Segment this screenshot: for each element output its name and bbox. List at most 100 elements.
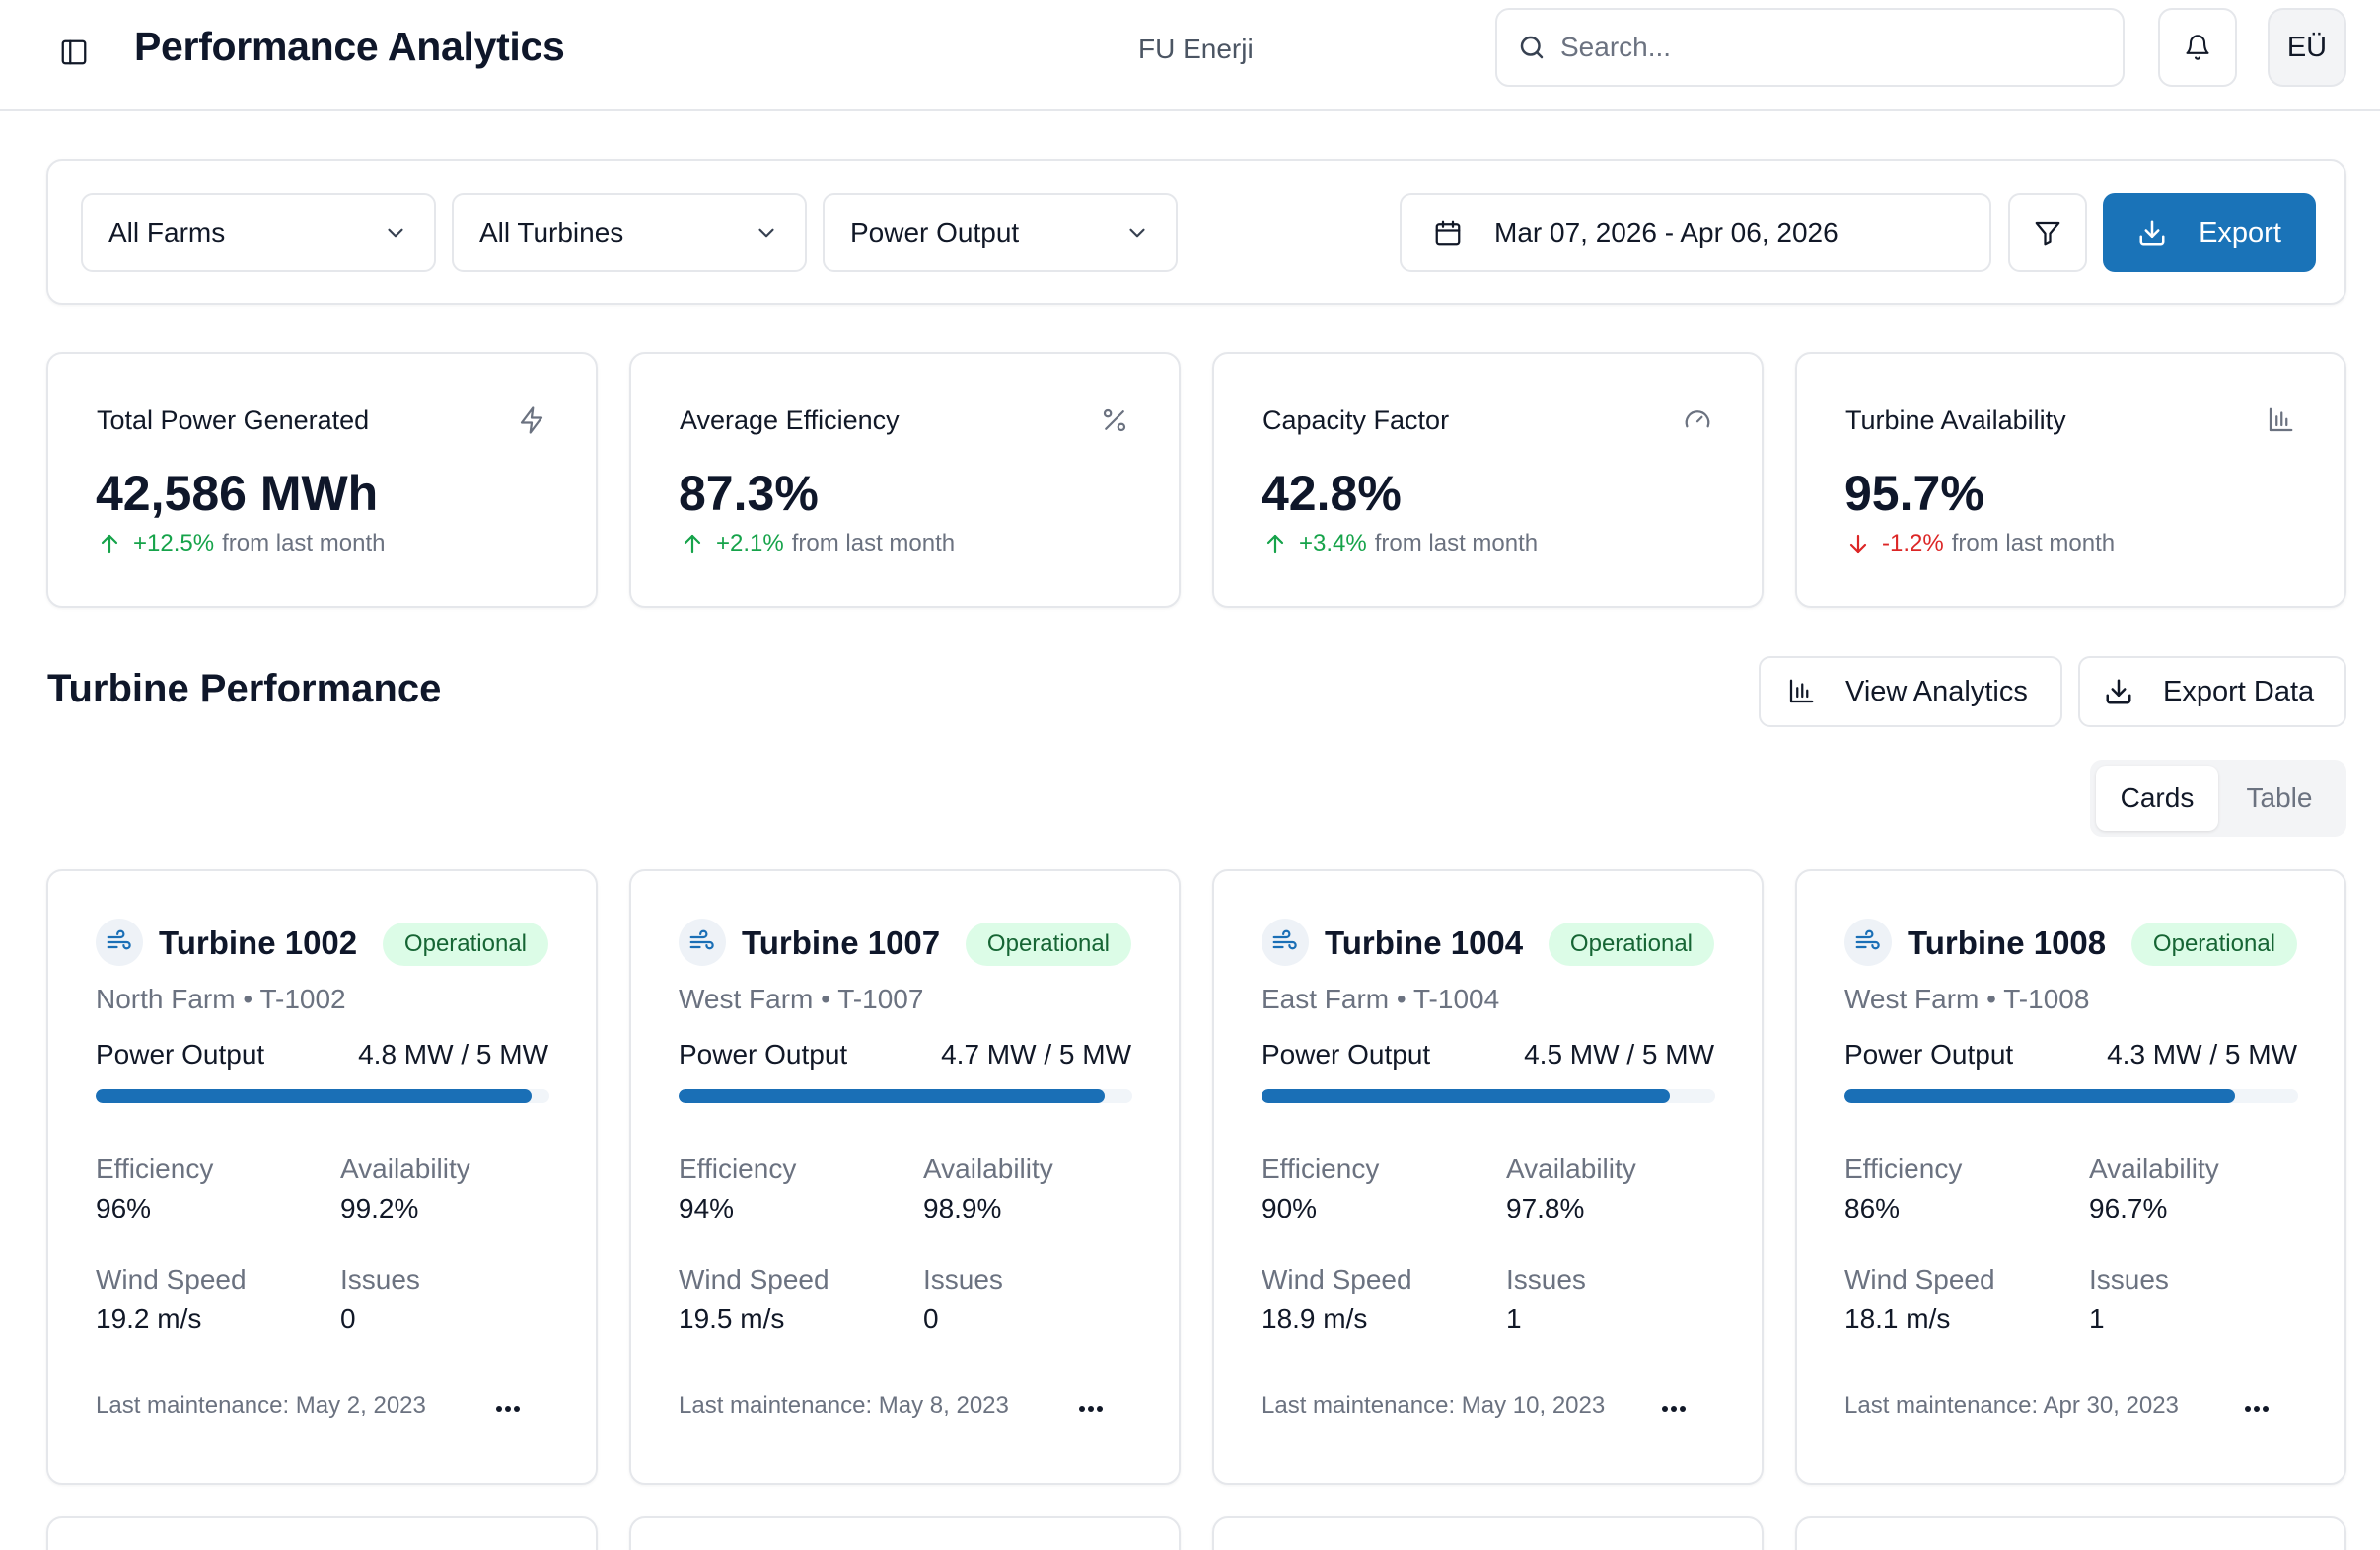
power-output-bar-fill [1844, 1089, 2235, 1103]
filter-button[interactable] [2008, 193, 2087, 272]
kpi-value: 87.3% [679, 466, 819, 521]
turbine-select[interactable]: All Turbines [452, 193, 807, 272]
sidebar-toggle-button[interactable] [51, 30, 97, 75]
more-options-button[interactable] [490, 1394, 526, 1424]
wind-speed-label: Wind Speed [1844, 1264, 1995, 1294]
farm-name: East Farm [1262, 984, 1390, 1014]
availability-label: Availability [2089, 1153, 2219, 1184]
farm-name: West Farm [1844, 984, 1980, 1014]
tab-cards[interactable]: Cards [2096, 766, 2218, 831]
availability-label: Availability [340, 1153, 470, 1184]
user-avatar[interactable]: EÜ [2268, 8, 2346, 87]
turbine-card[interactable] [1795, 1516, 2346, 1550]
efficiency-value: 94% [679, 1193, 735, 1223]
kpi-change-suffix: from last month [1374, 530, 1539, 556]
last-maintenance: Last maintenance: May 10, 2023 [1262, 1392, 1606, 1419]
metric-select[interactable]: Power Output [823, 193, 1178, 272]
turbine-id: T-1002 [259, 984, 346, 1014]
export-button-label: Export [2199, 216, 2281, 249]
issues-label: Issues [923, 1264, 1003, 1294]
farm-name: North Farm [96, 984, 236, 1014]
more-options-button[interactable] [1073, 1394, 1109, 1424]
search-box[interactable] [1495, 8, 2125, 87]
power-output-bar [1262, 1089, 1715, 1103]
kpi-card-availability: Turbine Availability 95.7% -1.2% from la… [1795, 352, 2346, 608]
turbine-id: T-1004 [1413, 984, 1500, 1014]
issues-label: Issues [1506, 1264, 1586, 1294]
farm-name: West Farm [679, 984, 814, 1014]
organization-name: FU Enerji [1138, 34, 1254, 64]
status-badge: Operational [382, 923, 548, 966]
bar-chart-icon [2264, 404, 2297, 437]
more-horizontal-icon [2245, 1406, 2269, 1412]
search-icon [1520, 36, 1544, 59]
bell-icon [2186, 35, 2209, 60]
turbine-card[interactable] [46, 1516, 598, 1550]
availability-value: 98.9% [923, 1193, 1002, 1223]
tab-table[interactable]: Table [2246, 782, 2313, 813]
turbine-id: T-1008 [2003, 984, 2090, 1014]
turbine-card[interactable]: Turbine 1007 Operational West Farm • T-1… [629, 869, 1181, 1485]
search-input[interactable] [1560, 32, 2093, 63]
wind-speed-value: 19.5 m/s [679, 1303, 785, 1334]
more-horizontal-icon [1079, 1406, 1103, 1412]
efficiency-label: Efficiency [1844, 1153, 1963, 1184]
more-options-button[interactable] [1656, 1394, 1692, 1424]
kpi-title: Total Power Generated [97, 406, 370, 435]
power-output-bar [679, 1089, 1132, 1103]
section-title: Turbine Performance [47, 667, 442, 710]
arrow-down-icon [1846, 532, 1870, 555]
availability-value: 99.2% [340, 1193, 419, 1223]
kpi-title: Capacity Factor [1262, 406, 1450, 435]
top-header: Performance Analytics FU Enerji EÜ [0, 0, 2380, 111]
farm-select-value: All Farms [108, 217, 226, 248]
kpi-change-suffix: from last month [791, 530, 956, 556]
kpi-change: +3.4% [1299, 530, 1367, 556]
wind-speed-value: 18.9 m/s [1262, 1303, 1368, 1334]
more-options-button[interactable] [2239, 1394, 2274, 1424]
view-analytics-button[interactable]: View Analytics [1759, 656, 2062, 727]
turbine-name: Turbine 1004 [1325, 924, 1524, 961]
turbine-card[interactable] [629, 1516, 1181, 1550]
kpi-delta: +2.1% from last month [681, 530, 955, 557]
more-horizontal-icon [496, 1406, 520, 1412]
filter-icon [2035, 221, 2060, 246]
issues-value: 1 [2089, 1303, 2105, 1334]
export-data-label: Export Data [2163, 675, 2315, 707]
zap-icon [515, 404, 548, 437]
view-toggle: Cards Table [2090, 760, 2346, 837]
date-range-picker[interactable]: Mar 07, 2026 - Apr 06, 2026 [1400, 193, 1991, 272]
efficiency-label: Efficiency [1262, 1153, 1380, 1184]
status-badge: Operational [2130, 923, 2297, 966]
turbine-name: Turbine 1002 [159, 924, 358, 961]
wind-icon [96, 919, 143, 966]
status-badge: Operational [965, 923, 1131, 966]
power-output-bar-fill [96, 1089, 532, 1103]
turbine-location: East Farm • T-1004 [1262, 984, 1500, 1014]
last-maintenance: Last maintenance: May 2, 2023 [96, 1392, 426, 1419]
wind-speed-label: Wind Speed [96, 1264, 247, 1294]
notifications-button[interactable] [2158, 8, 2237, 87]
power-output-bar-fill [1262, 1089, 1670, 1103]
turbine-location: West Farm • T-1008 [1844, 984, 2090, 1014]
kpi-delta: -1.2% from last month [1846, 530, 2115, 557]
wind-icon [679, 919, 726, 966]
metric-select-value: Power Output [850, 217, 1020, 248]
turbine-card[interactable]: Turbine 1008 Operational West Farm • T-1… [1795, 869, 2346, 1485]
farm-select[interactable]: All Farms [81, 193, 436, 272]
turbine-card[interactable] [1212, 1516, 1764, 1550]
download-icon [2106, 679, 2131, 704]
kpi-change-suffix: from last month [222, 530, 386, 556]
power-output-label: Power Output [1262, 1039, 1431, 1070]
power-output-value: 4.8 MW / 5 MW [358, 1039, 548, 1070]
kpi-change: +12.5% [133, 530, 215, 556]
turbine-card[interactable]: Turbine 1002 Operational North Farm • T-… [46, 869, 598, 1485]
wind-speed-value: 18.1 m/s [1844, 1303, 1951, 1334]
power-output-label: Power Output [96, 1039, 265, 1070]
export-button[interactable]: Export [2103, 193, 2316, 272]
export-data-button[interactable]: Export Data [2078, 656, 2346, 727]
efficiency-value: 86% [1844, 1193, 1901, 1223]
power-output-bar [1844, 1089, 2298, 1103]
turbine-card[interactable]: Turbine 1004 Operational East Farm • T-1… [1212, 869, 1764, 1485]
turbine-location: West Farm • T-1007 [679, 984, 924, 1014]
